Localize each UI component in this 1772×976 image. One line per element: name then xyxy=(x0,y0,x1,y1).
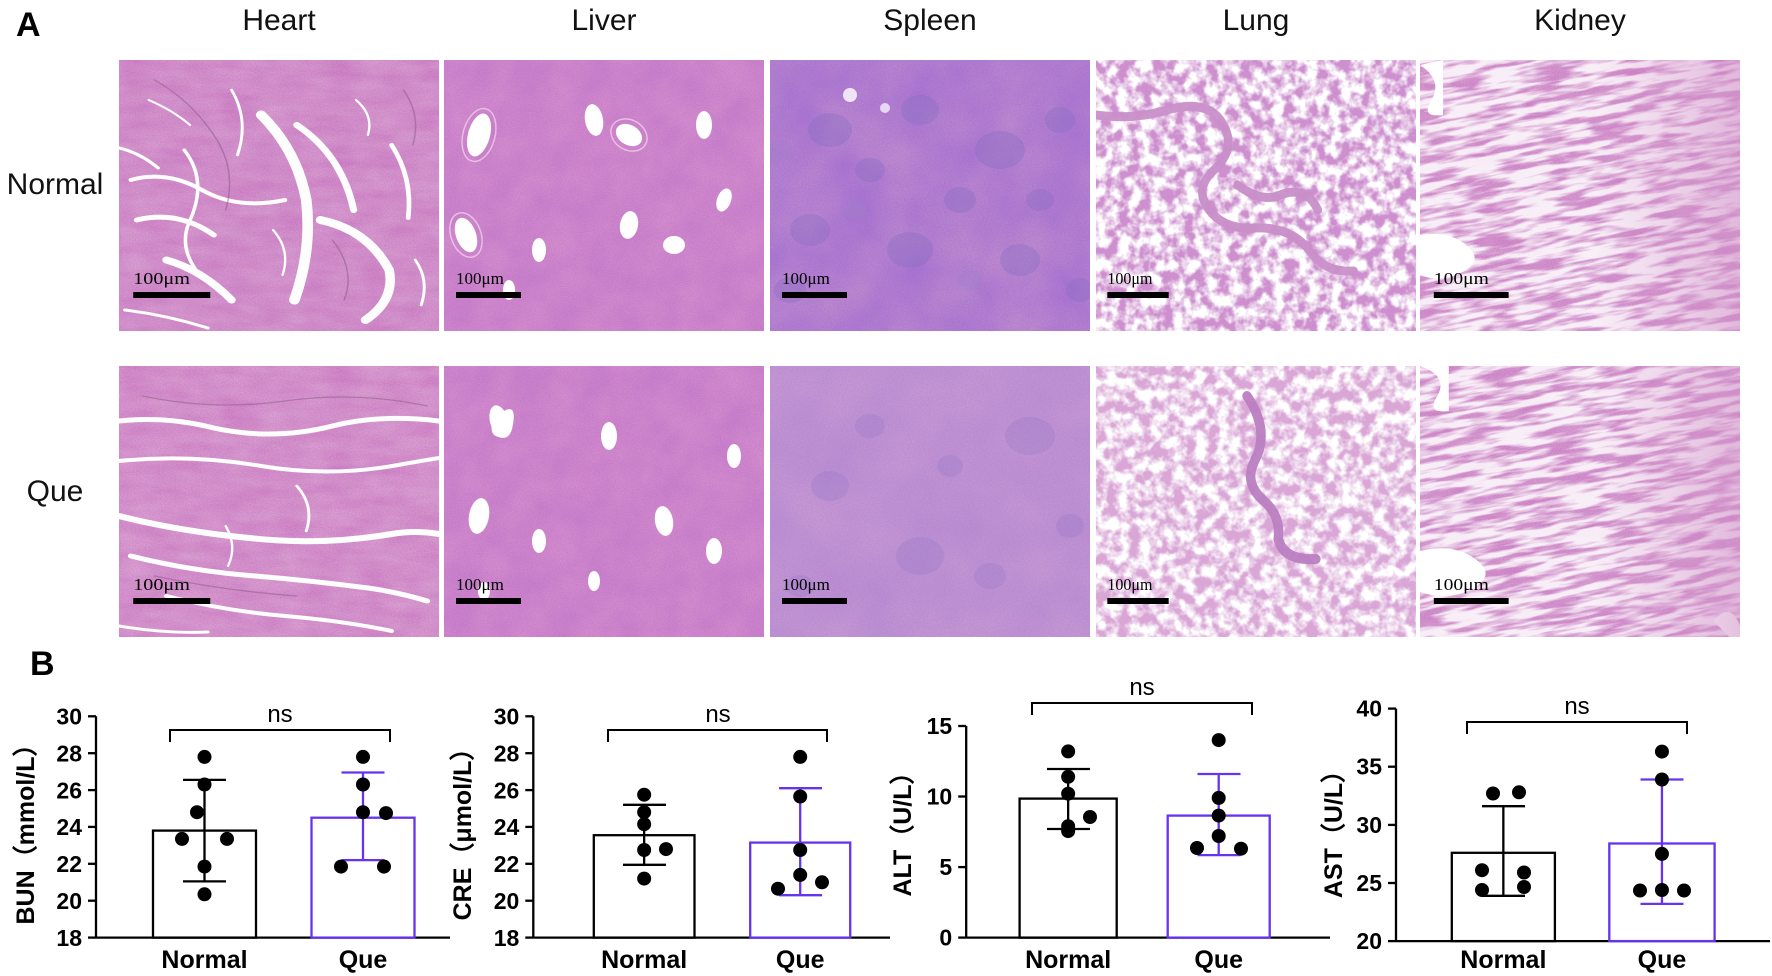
svg-text:100μm: 100μm xyxy=(1107,269,1152,289)
svg-text:BUN（mmol/L）: BUN（mmol/L） xyxy=(11,731,40,924)
svg-text:Que: Que xyxy=(776,946,825,974)
svg-text:100μm: 100μm xyxy=(133,269,190,288)
svg-text:30: 30 xyxy=(56,704,82,730)
svg-text:100μm: 100μm xyxy=(1107,575,1152,595)
svg-text:Que: Que xyxy=(339,946,388,974)
svg-text:35: 35 xyxy=(1356,754,1382,780)
svg-text:30: 30 xyxy=(1356,812,1382,838)
svg-text:22: 22 xyxy=(56,851,82,877)
svg-text:0: 0 xyxy=(939,925,952,951)
svg-text:ALT（U/L）: ALT（U/L） xyxy=(888,759,917,896)
svg-text:25: 25 xyxy=(1356,870,1382,896)
svg-text:40: 40 xyxy=(1356,696,1382,722)
svg-text:24: 24 xyxy=(56,814,82,840)
svg-text:28: 28 xyxy=(56,740,82,766)
svg-text:Normal: Normal xyxy=(1460,946,1546,974)
svg-text:CRE（μmol/L）: CRE（μmol/L） xyxy=(448,736,477,921)
svg-text:26: 26 xyxy=(494,777,520,803)
svg-text:28: 28 xyxy=(494,740,520,766)
svg-text:15: 15 xyxy=(927,713,953,739)
svg-text:30: 30 xyxy=(494,704,520,730)
svg-text:5: 5 xyxy=(939,854,952,880)
svg-text:ns: ns xyxy=(267,701,292,728)
svg-text:10: 10 xyxy=(927,784,953,810)
svg-text:Normal: Normal xyxy=(601,946,687,974)
svg-text:100μm: 100μm xyxy=(782,575,830,594)
svg-text:100μm: 100μm xyxy=(1434,269,1489,288)
svg-text:26: 26 xyxy=(56,777,82,803)
svg-text:20: 20 xyxy=(1356,928,1382,954)
svg-text:100μm: 100μm xyxy=(1434,575,1489,594)
svg-text:24: 24 xyxy=(494,814,520,840)
svg-text:100μm: 100μm xyxy=(456,269,504,288)
svg-text:Normal: Normal xyxy=(1025,946,1111,974)
svg-text:100μm: 100μm xyxy=(133,575,190,594)
svg-text:AST（U/L）: AST（U/L） xyxy=(1320,758,1348,898)
svg-text:Normal: Normal xyxy=(161,946,247,974)
svg-text:18: 18 xyxy=(56,925,82,951)
svg-text:20: 20 xyxy=(56,888,82,914)
svg-text:Que: Que xyxy=(1194,946,1243,974)
svg-text:100μm: 100μm xyxy=(456,575,504,594)
svg-text:ns: ns xyxy=(1564,693,1589,720)
svg-text:20: 20 xyxy=(494,888,520,914)
svg-text:100μm: 100μm xyxy=(782,269,830,288)
svg-text:18: 18 xyxy=(494,925,520,951)
svg-text:Que: Que xyxy=(1638,946,1687,974)
svg-text:ns: ns xyxy=(705,701,730,728)
svg-text:ns: ns xyxy=(1129,680,1154,701)
svg-text:22: 22 xyxy=(494,851,520,877)
